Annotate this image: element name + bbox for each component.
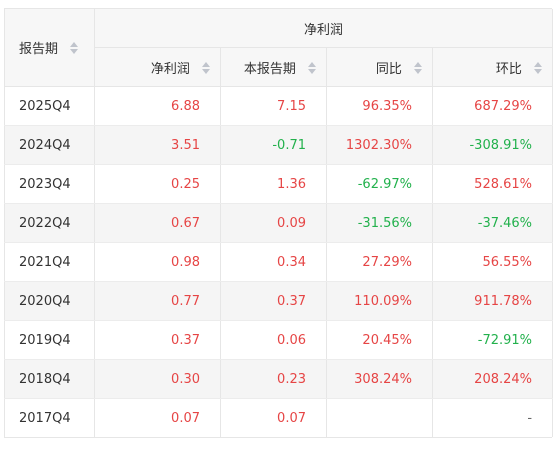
- net-profit-cell: 0.77: [94, 281, 221, 321]
- column-header-current-period[interactable]: 本报告期: [220, 47, 327, 87]
- column-header-label: 同比: [375, 61, 402, 77]
- column-header-label: 环比: [495, 61, 522, 77]
- current-period-cell: 0.37: [220, 281, 327, 321]
- net-profit-cell: 0.30: [94, 359, 221, 399]
- qoq-cell: -37.46%: [431, 203, 554, 243]
- table-row: 2025Q4 6.88 7.15 96.35% 687.29%: [4, 86, 554, 126]
- column-header-period-label: 报告期: [19, 42, 59, 57]
- column-header-period[interactable]: 报告期: [4, 9, 95, 87]
- table-row: 2020Q4 0.77 0.37 110.09% 911.78%: [4, 281, 554, 321]
- current-period-cell: 0.34: [220, 242, 327, 282]
- table-row: 2019Q4 0.37 0.06 20.45% -72.91%: [4, 320, 554, 360]
- sort-icon[interactable]: [534, 61, 543, 74]
- qoq-cell: 208.24%: [431, 359, 554, 399]
- column-group-net-profit-label: 净利润: [304, 22, 344, 38]
- current-period-cell: 0.23: [220, 359, 327, 399]
- qoq-cell: -308.91%: [431, 125, 554, 165]
- yoy-cell: 96.35%: [326, 86, 433, 126]
- table-row: 2021Q4 0.98 0.34 27.29% 56.55%: [4, 242, 554, 282]
- column-header-label: 本报告期: [243, 61, 296, 77]
- qoq-cell: 687.29%: [431, 86, 554, 126]
- column-group-net-profit: 净利润: [93, 9, 554, 48]
- sort-icon[interactable]: [70, 42, 79, 54]
- current-period-cell: 1.36: [220, 164, 327, 204]
- qoq-cell: 528.61%: [431, 164, 554, 204]
- yoy-cell: [326, 398, 433, 437]
- column-header-label: 净利润: [150, 61, 190, 77]
- yoy-cell: 27.29%: [326, 242, 433, 282]
- yoy-cell: 308.24%: [326, 359, 433, 399]
- period-cell: 2017Q4: [4, 398, 95, 437]
- current-period-cell: 7.15: [220, 86, 327, 126]
- table-body: 2025Q4 6.88 7.15 96.35% 687.29% 2024Q4 3.51 -0.…: [4, 86, 554, 437]
- period-cell: 2020Q4: [4, 281, 95, 321]
- period-cell: 2019Q4: [4, 320, 95, 360]
- table-header: 报告期 净利润 净利润: [4, 9, 554, 87]
- period-cell: 2023Q4: [4, 164, 95, 204]
- qoq-cell: 56.55%: [431, 242, 554, 282]
- current-period-cell: -0.71: [220, 125, 327, 165]
- current-period-cell: 0.06: [220, 320, 327, 360]
- current-period-cell: 0.07: [220, 398, 327, 437]
- net-profit-table: 报告期 净利润 净利润: [4, 9, 554, 437]
- net-profit-cell: 3.51: [94, 125, 221, 165]
- sort-icon[interactable]: [308, 61, 316, 74]
- period-cell: 2021Q4: [4, 242, 95, 282]
- yoy-cell: -62.97%: [326, 164, 433, 204]
- column-header-net-profit[interactable]: 净利润: [94, 47, 221, 87]
- period-cell: 2022Q4: [4, 203, 95, 243]
- qoq-cell: -72.91%: [431, 320, 554, 360]
- table-row: 2022Q4 0.67 0.09 -31.56% -37.46%: [4, 203, 554, 243]
- period-cell: 2025Q4: [4, 86, 95, 126]
- net-profit-table-container: 报告期 净利润 净利润: [4, 8, 554, 438]
- yoy-cell: 1302.30%: [326, 125, 433, 165]
- column-header-yoy[interactable]: 同比: [326, 47, 433, 87]
- current-period-cell: 0.09: [220, 203, 327, 243]
- qoq-cell: 911.78%: [431, 281, 554, 321]
- qoq-cell: -: [431, 398, 554, 437]
- net-profit-cell: 0.37: [94, 320, 221, 360]
- sort-icon[interactable]: [414, 61, 422, 74]
- table-row: 2023Q4 0.25 1.36 -62.97% 528.61%: [4, 164, 554, 204]
- net-profit-cell: 0.07: [94, 398, 221, 437]
- table-row: 2018Q4 0.30 0.23 308.24% 208.24%: [4, 359, 554, 399]
- table-row: 2017Q4 0.07 0.07-: [4, 398, 554, 437]
- sort-icon[interactable]: [202, 61, 210, 74]
- column-header-qoq[interactable]: 环比: [431, 47, 554, 87]
- period-cell: 2024Q4: [4, 125, 95, 165]
- yoy-cell: 110.09%: [326, 281, 433, 321]
- yoy-cell: 20.45%: [326, 320, 433, 360]
- net-profit-cell: 0.98: [94, 242, 221, 282]
- table-row: 2024Q4 3.51 -0.71 1302.30% -308.91%: [4, 125, 554, 165]
- yoy-cell: -31.56%: [326, 203, 433, 243]
- period-cell: 2018Q4: [4, 359, 95, 399]
- net-profit-cell: 6.88: [94, 86, 221, 126]
- net-profit-cell: 0.25: [94, 164, 221, 204]
- net-profit-cell: 0.67: [94, 203, 221, 243]
